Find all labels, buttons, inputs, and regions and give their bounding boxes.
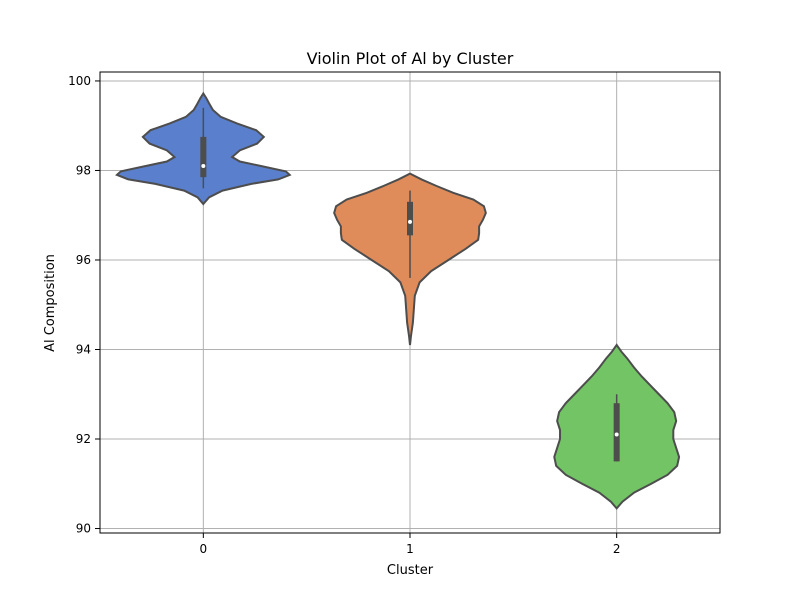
- y-tick-label: 92: [76, 432, 91, 446]
- violin-iqr-box-2: [613, 403, 620, 462]
- violin-median-1: [408, 219, 412, 224]
- x-tick-label: 2: [613, 542, 621, 556]
- y-axis-label: Al Composition: [43, 254, 58, 352]
- violin-iqr-box-1: [407, 201, 413, 236]
- violin-median-0: [201, 163, 206, 168]
- x-tick-label: 1: [406, 542, 414, 556]
- y-tick-label: 90: [76, 522, 91, 536]
- y-tick-label: 96: [76, 253, 91, 267]
- violin-iqr-box-0: [200, 136, 207, 178]
- grid-lines: [100, 72, 720, 533]
- violins: [115, 91, 681, 510]
- y-tick-label: 98: [76, 163, 91, 177]
- violin-median-2: [614, 432, 619, 437]
- y-tick-label: 100: [68, 74, 91, 88]
- x-tick-label: 0: [200, 542, 208, 556]
- y-tick-label: 94: [76, 342, 91, 356]
- chart-title: Violin Plot of Al by Cluster: [307, 49, 514, 68]
- x-axis-label: Cluster: [387, 563, 434, 578]
- axis-ticks: 0 1 2 90 92 94 96 98 100: [68, 74, 620, 556]
